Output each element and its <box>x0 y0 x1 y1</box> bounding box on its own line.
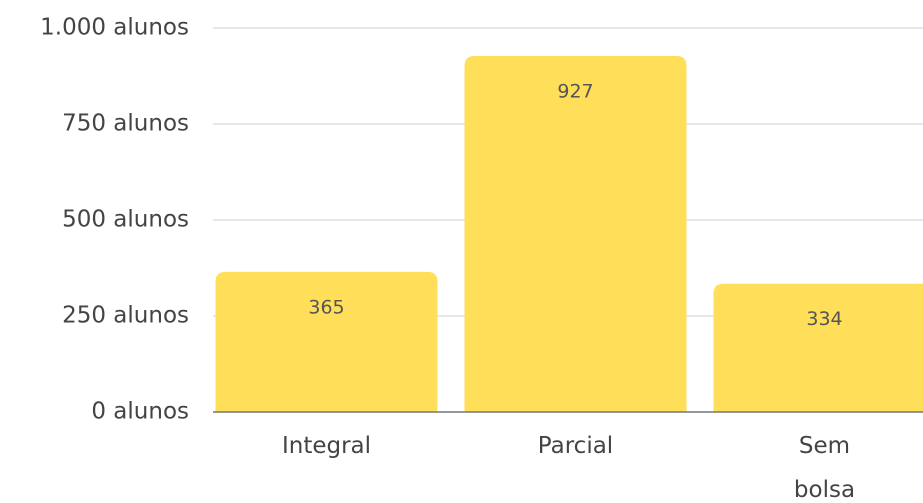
bar <box>713 283 923 412</box>
y-tick-label: 750 alunos <box>62 111 189 137</box>
x-tick-text: Integral <box>281 433 372 459</box>
y-tick-label: 0 alunos <box>91 399 189 425</box>
data-label: 365 <box>308 296 344 318</box>
x-tick-text: Sem bolsa <box>793 433 856 503</box>
x-tick-label: Parcial <box>451 424 700 468</box>
y-tick-label: 500 alunos <box>62 207 189 233</box>
bar <box>215 271 438 412</box>
y-tick-label: 1.000 alunos <box>40 15 189 41</box>
x-tick-text: Parcial <box>537 433 614 459</box>
y-tick-label: 250 alunos <box>62 303 189 329</box>
x-tick-label: Sem bolsa <box>700 424 923 503</box>
data-label: 927 <box>557 81 593 103</box>
x-tick-label: Integral <box>202 424 451 468</box>
data-label: 334 <box>806 308 842 330</box>
bar <box>464 56 687 412</box>
